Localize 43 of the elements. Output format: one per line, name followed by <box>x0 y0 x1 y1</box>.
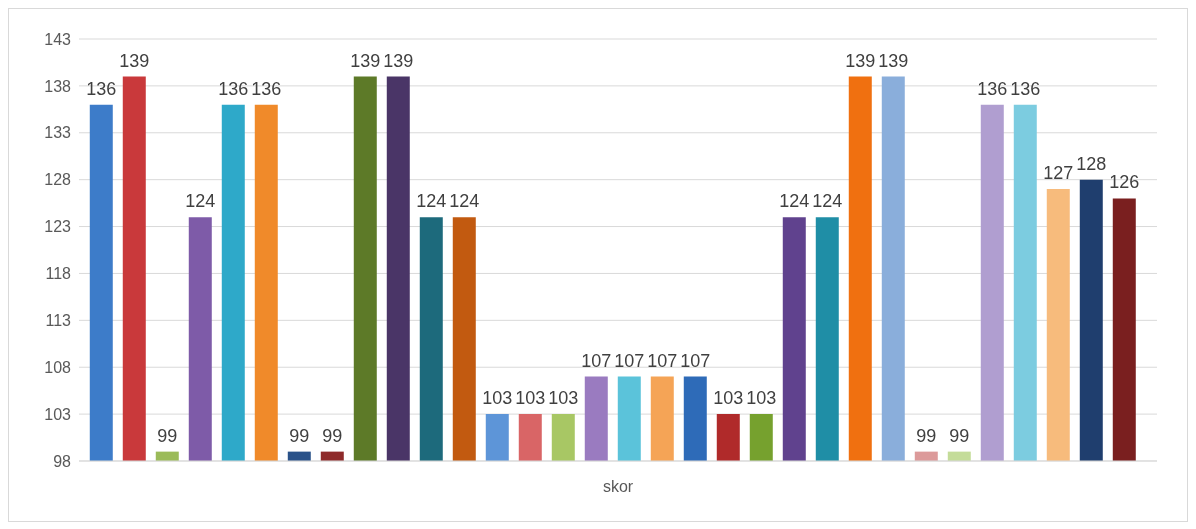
y-tick-label: 138 <box>44 77 72 95</box>
data-label: 136 <box>251 78 282 99</box>
data-label: 128 <box>1076 153 1107 174</box>
data-label: 139 <box>845 50 876 71</box>
x-tick-label: skor <box>602 478 634 496</box>
data-label: 136 <box>977 78 1008 99</box>
data-label: 136 <box>218 78 249 99</box>
y-tick-label: 113 <box>45 312 72 330</box>
data-label: 124 <box>449 191 480 212</box>
data-label: 99 <box>157 425 178 446</box>
data-label: 99 <box>916 425 937 446</box>
data-label: 139 <box>119 50 150 71</box>
data-label: 107 <box>647 350 678 371</box>
y-tick-label: 128 <box>44 171 72 189</box>
y-tick-label: 143 <box>44 30 72 48</box>
y-tick-label: 133 <box>44 124 72 142</box>
y-tick-label: 108 <box>44 358 72 376</box>
y-tick-label: 98 <box>53 452 72 470</box>
data-label: 107 <box>680 350 711 371</box>
data-label: 99 <box>949 425 970 446</box>
data-label: 124 <box>416 191 447 212</box>
data-label: 99 <box>289 425 310 446</box>
data-label: 136 <box>86 78 117 99</box>
data-label: 139 <box>350 50 381 71</box>
y-tick-label: 123 <box>44 218 72 236</box>
data-label: 139 <box>878 50 909 71</box>
y-tick-label: 118 <box>45 265 72 283</box>
data-label: 139 <box>383 50 414 71</box>
data-label: 124 <box>812 191 843 212</box>
data-label: 99 <box>322 425 343 446</box>
data-label: 124 <box>779 191 810 212</box>
data-label: 107 <box>614 350 645 371</box>
y-tick-label: 103 <box>44 405 72 423</box>
data-label: 126 <box>1109 172 1140 193</box>
data-label: 103 <box>482 388 513 409</box>
data-label: 124 <box>185 191 216 212</box>
data-label: 107 <box>581 350 612 371</box>
data-label: 103 <box>548 388 579 409</box>
data-label: 103 <box>515 388 546 409</box>
data-label: 103 <box>746 388 777 409</box>
data-label: 103 <box>713 388 744 409</box>
data-label: 136 <box>1010 78 1041 99</box>
data-label: 127 <box>1043 163 1074 184</box>
